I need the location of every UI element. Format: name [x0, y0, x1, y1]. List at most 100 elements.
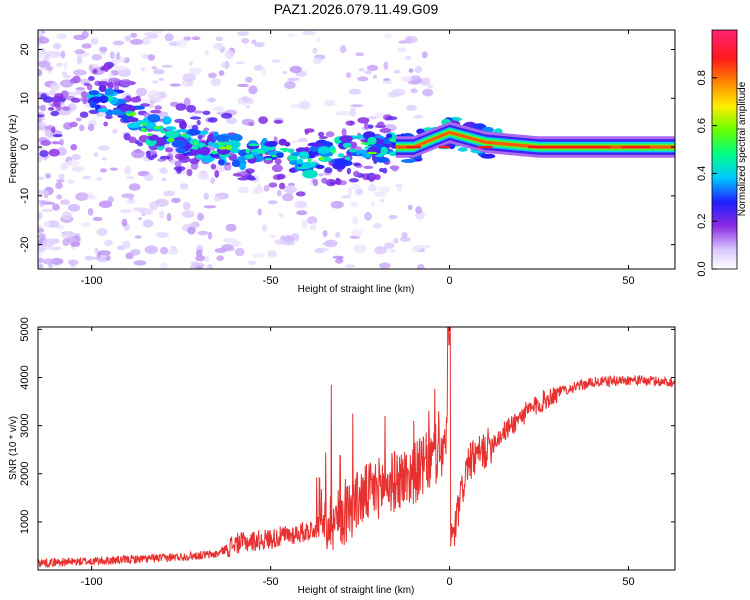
spectrogram-noise-blob	[278, 212, 284, 218]
spectrogram-noise-blob	[117, 68, 131, 77]
spectrogram-noise-blob	[164, 33, 174, 42]
spectrogram-noise-blob	[91, 54, 103, 61]
spectrogram-blob	[53, 100, 61, 108]
spectrogram-blob	[337, 153, 345, 158]
spectrogram-core	[367, 151, 378, 155]
spectrogram-noise-blob	[282, 71, 288, 75]
spectrogram-core	[140, 127, 146, 132]
spectrogram-noise-blob	[149, 201, 159, 211]
figure-title: PAZ1.2026.079.11.49.G09	[274, 1, 439, 17]
spectrogram-x-tick-label: 0	[446, 275, 452, 287]
spectrogram-blob	[51, 141, 62, 145]
spectrogram-noise-blob	[104, 239, 113, 247]
spectrogram-noise-blob	[383, 61, 389, 71]
spectrogram-core	[288, 149, 295, 154]
spectrogram-noise-blob	[60, 50, 66, 59]
spectrogram-noise-blob	[427, 84, 434, 89]
spectrogram-noise-blob	[80, 222, 91, 227]
spectrogram-noise-blob	[210, 177, 216, 184]
spectrogram-noise-blob	[245, 76, 253, 83]
spectrogram-noise-blob	[124, 166, 131, 175]
spectrogram-noise-blob	[350, 104, 364, 108]
spectrogram-blob	[189, 147, 201, 156]
spectrogram-blob	[189, 116, 202, 120]
spectrogram-blob	[135, 95, 141, 100]
spectrogram-noise-blob	[335, 232, 341, 238]
spectrogram-noise-blob	[97, 145, 111, 151]
spectrogram-noise-blob	[58, 173, 65, 180]
spectrogram-blob	[51, 127, 56, 133]
spectrogram-blob	[202, 110, 211, 116]
spectrogram-noise-blob	[408, 68, 414, 73]
spectrogram-noise-blob	[396, 47, 407, 52]
spectrogram-noise-blob	[70, 241, 81, 247]
spectrogram-blob	[367, 124, 374, 129]
spectrogram-blob	[113, 83, 120, 92]
spectrogram-blob	[164, 130, 180, 139]
spectrogram-blob	[247, 177, 257, 181]
spectrogram-noise-blob	[189, 67, 202, 76]
snr-x-tick-label: -50	[263, 576, 279, 588]
spectrogram-noise-blob	[55, 181, 63, 190]
spectrogram-blob	[231, 159, 241, 167]
spectrogram-noise-blob	[167, 247, 179, 255]
snr-series-line	[38, 327, 675, 569]
spectrogram-noise-blob	[75, 87, 86, 91]
spectrogram-blob	[329, 181, 336, 185]
spectrogram-blob	[214, 170, 220, 178]
spectrogram-noise-blob	[60, 162, 69, 171]
spectrogram-noise-blob	[203, 192, 209, 200]
spectrogram-noise-blob	[125, 199, 137, 204]
spectrogram-noise-blob	[56, 110, 71, 116]
spectrogram-noise-blob	[68, 203, 81, 212]
spectrogram-core	[319, 156, 325, 161]
spectrogram-noise-blob	[262, 224, 268, 232]
spectrogram-blob	[264, 141, 278, 147]
spectrogram-noise-blob	[197, 212, 204, 221]
spectrogram-blob	[302, 169, 318, 179]
spectrogram-peak-core	[438, 145, 450, 149]
spectrogram-blob	[127, 117, 139, 123]
spectrogram-noise-blob	[142, 219, 154, 228]
spectrogram-noise-blob	[76, 55, 83, 65]
spectrogram-blob	[385, 116, 398, 121]
spectrogram-noise-blob	[144, 174, 154, 182]
spectrogram-noise-blob	[155, 231, 169, 238]
spectrogram-noise-blob	[143, 32, 158, 37]
spectrogram-core	[271, 154, 278, 158]
spectrogram-noise-blob	[382, 80, 394, 85]
spectrogram-blob	[273, 119, 283, 124]
spectrogram-noise-blob	[298, 100, 311, 110]
spectrogram-blob	[54, 93, 64, 100]
spectrogram-y-tick-label: 20	[19, 43, 31, 55]
spectrogram-blob	[52, 134, 63, 138]
spectrogram-noise-blob	[355, 52, 365, 57]
spectrogram-blob	[145, 121, 157, 130]
colorbar-gradient	[711, 29, 738, 270]
snr-y-tick-label: 4000	[19, 365, 31, 389]
spectrogram-blob	[357, 117, 370, 124]
spectrogram-blob	[368, 177, 375, 183]
spectrogram-noise-blob	[324, 239, 338, 248]
spectrogram-noise-blob	[290, 103, 300, 109]
snr-panel: -100 -50 0 50 1000 2000 3000 4000 5000 Height of…	[8, 317, 676, 596]
spectrogram-blob	[147, 114, 161, 123]
spectrogram-blob	[175, 103, 187, 111]
spectrogram-noise-blob	[38, 250, 43, 256]
spectrogram-noise-blob	[283, 185, 297, 193]
spectrogram-noise-blob	[52, 43, 62, 50]
spectrogram-blob	[248, 122, 255, 127]
spectrogram-blob	[40, 140, 52, 146]
spectrogram-blob	[318, 136, 328, 140]
spectrogram-blob	[217, 159, 225, 166]
spectrogram-core	[177, 129, 189, 133]
colorbar-tick-label: 0.6	[696, 118, 708, 133]
spectrogram-noise-blob	[213, 42, 224, 51]
spectrogram-noise-blob	[237, 83, 249, 88]
spectrogram-noise-blob	[269, 234, 276, 239]
spectrogram-blob	[90, 96, 103, 102]
spectrogram-blob	[119, 79, 132, 87]
spectrogram-blob	[126, 122, 141, 129]
spectrogram-blob	[276, 173, 286, 180]
spectrogram-blob	[345, 120, 356, 126]
